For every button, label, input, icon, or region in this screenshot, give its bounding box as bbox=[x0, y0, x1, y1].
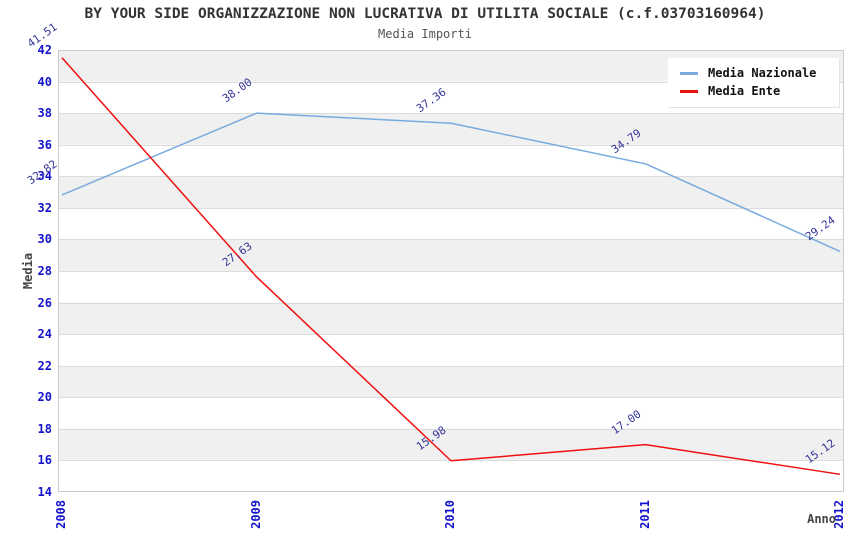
y-tick-label: 20 bbox=[37, 390, 52, 405]
y-tick-label: 42 bbox=[37, 43, 52, 57]
plot-band bbox=[59, 428, 843, 461]
y-tick-label: 26 bbox=[37, 295, 52, 310]
y-tick-label: 14 bbox=[37, 485, 52, 499]
plot-band bbox=[59, 302, 843, 335]
y-tick-label: 28 bbox=[37, 264, 52, 278]
x-tick-label: 2009 bbox=[248, 500, 263, 529]
y-tick-label: 36 bbox=[37, 137, 52, 152]
legend-item-media-nazionale: Media Nazionale bbox=[668, 64, 839, 82]
y-tick-label: 16 bbox=[37, 453, 52, 468]
y-tick-label: 24 bbox=[37, 327, 52, 342]
x-axis-title: Anno bbox=[807, 512, 836, 526]
x-tick-label: 2010 bbox=[443, 500, 457, 529]
plot-band bbox=[59, 239, 843, 271]
x-tick-label: 2008 bbox=[54, 500, 68, 529]
legend: Media Nazionale Media Ente bbox=[668, 58, 839, 107]
chart-subtitle: Media Importi bbox=[378, 27, 472, 41]
legend-swatch-red-line-icon bbox=[680, 89, 698, 93]
series-line-media-ente bbox=[61, 57, 841, 476]
legend-swatch-blue-line-icon bbox=[680, 71, 698, 75]
y-tick-label: 22 bbox=[37, 358, 52, 373]
plot-band bbox=[59, 176, 843, 208]
plot-band bbox=[59, 365, 843, 398]
x-tick-label: 2011 bbox=[637, 500, 652, 529]
y-tick-label: 38 bbox=[37, 106, 52, 121]
legend-label-media-ente: Media Ente bbox=[708, 84, 781, 98]
y-axis-title: Media bbox=[21, 252, 35, 290]
y-tick-label: 30 bbox=[37, 232, 52, 247]
y-tick-label: 18 bbox=[37, 421, 52, 436]
y-tick-label: 32 bbox=[37, 200, 52, 215]
legend-item-media-ente: Media Ente bbox=[668, 82, 839, 100]
y-tick-label: 40 bbox=[37, 74, 52, 89]
plot-band bbox=[59, 113, 843, 145]
series-line-media-nazionale bbox=[61, 112, 841, 253]
chart-title: BY YOUR SIDE ORGANIZZAZIONE NON LUCRATIV… bbox=[84, 6, 766, 22]
plot-border bbox=[58, 50, 844, 492]
legend-label-media-nazionale: Media Nazionale bbox=[708, 66, 817, 80]
y-tick-label: 34 bbox=[37, 169, 52, 184]
